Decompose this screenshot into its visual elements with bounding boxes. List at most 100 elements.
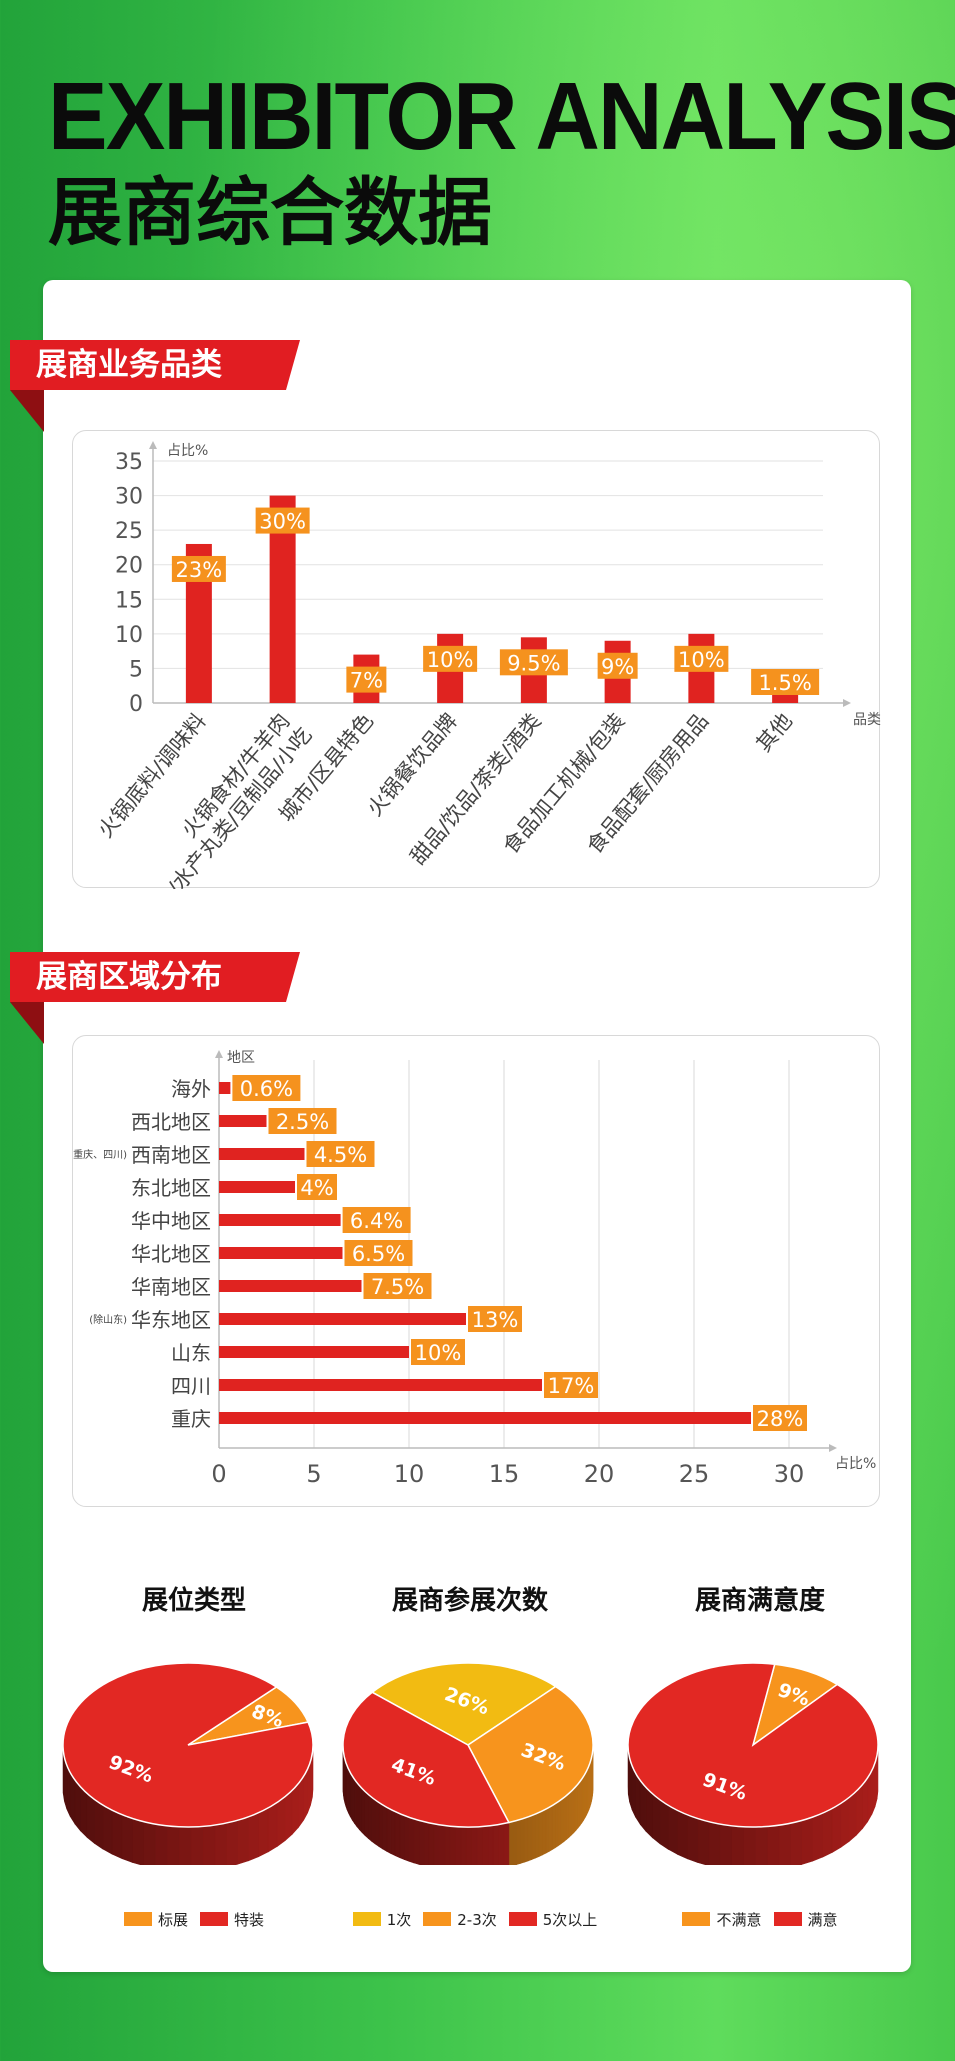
x-tick-label: 10	[394, 1460, 425, 1488]
pie-side	[386, 1806, 392, 1855]
data-label-box	[597, 652, 638, 679]
pie-side	[508, 1821, 514, 1865]
pie-side	[831, 1802, 842, 1853]
pie-side	[545, 1806, 550, 1854]
pie-side	[498, 1823, 505, 1865]
data-label-box	[751, 669, 820, 695]
bar	[219, 1280, 362, 1292]
pie-side	[354, 1778, 358, 1828]
pie-side	[538, 1810, 543, 1857]
pie-side	[258, 1807, 269, 1858]
legend-swatch	[773, 1912, 802, 1926]
data-label-box	[674, 645, 729, 672]
data-label: 7.5%	[371, 1275, 424, 1299]
pie-side	[237, 1816, 249, 1865]
pie-side	[531, 1813, 536, 1860]
pie-slice	[342, 1691, 511, 1828]
x-axis-arrow	[843, 699, 851, 707]
data-label-box	[544, 1372, 598, 1398]
data-label-box	[346, 666, 387, 693]
pie-side	[69, 1771, 76, 1825]
bar	[219, 1082, 231, 1094]
category-note: (除山东)	[89, 1313, 127, 1326]
bar	[772, 692, 799, 703]
legend-label: 特装	[234, 1910, 265, 1929]
y-tick-label: 10	[115, 623, 143, 648]
legend-item: 1次	[352, 1909, 411, 1930]
pie-side	[267, 1801, 278, 1853]
pie-side	[557, 1799, 562, 1847]
y-tick-label: 30	[115, 485, 143, 510]
legend-item: 特装	[200, 1909, 264, 1930]
data-label: 2.5%	[276, 1110, 329, 1134]
data-label: 0.6%	[240, 1077, 293, 1101]
pie-slice	[467, 1685, 594, 1824]
data-label: 4.5%	[314, 1143, 367, 1167]
bar	[219, 1346, 409, 1358]
pie-side	[571, 1787, 575, 1836]
data-label-box	[411, 1339, 465, 1365]
pie-side	[708, 1821, 721, 1865]
pie-side	[351, 1774, 355, 1825]
data-label: 17%	[548, 1374, 595, 1398]
data-label: 4%	[300, 1176, 333, 1200]
y-axis-arrow	[149, 441, 157, 449]
legend-label: 5次以上	[542, 1910, 598, 1929]
pie-side	[444, 1825, 451, 1865]
y-category-label: 华中地区	[131, 1209, 211, 1233]
pie-side	[560, 1796, 565, 1845]
pie-side	[840, 1796, 850, 1848]
pie-side	[86, 1792, 95, 1845]
pie-side	[404, 1815, 410, 1862]
pie-side	[358, 1784, 363, 1834]
pie-side	[74, 1778, 81, 1832]
pie-side	[482, 1825, 489, 1865]
bar	[219, 1214, 341, 1226]
y-category-label: 海外	[171, 1077, 211, 1101]
category-chart-panel: 0 5 10 15 20 25 30 35 占比% 品类 23% 火锅底料/调味料 30% 火锅食材/牛羊…	[72, 430, 881, 889]
x-axis-label: 品类	[853, 712, 881, 728]
bar	[219, 1412, 751, 1424]
pie-side	[862, 1776, 869, 1830]
bar	[219, 1148, 305, 1160]
pie-side	[143, 1821, 156, 1865]
y-category-label: 华南地区	[131, 1275, 211, 1299]
hero-title-en: EXHIBITOR ANALYSIS	[48, 63, 955, 170]
data-label: 13%	[472, 1308, 519, 1332]
pie-side	[566, 1792, 570, 1841]
pie-side	[766, 1824, 780, 1865]
pie-side	[284, 1789, 293, 1842]
data-label-box	[753, 1405, 807, 1431]
pie-side	[276, 1796, 286, 1848]
pie-side	[677, 1809, 688, 1860]
pie-side	[471, 1826, 478, 1865]
pie-side	[408, 1816, 415, 1864]
legend-swatch	[423, 1912, 452, 1926]
pie-slice	[370, 1662, 558, 1746]
pie-side	[548, 1805, 553, 1852]
pie-side	[503, 1822, 510, 1865]
pie-side	[516, 1818, 521, 1865]
pie-side	[121, 1814, 133, 1863]
hero-title-zh: 展商综合数据	[48, 170, 492, 256]
pie-side	[226, 1819, 238, 1865]
pie-side	[524, 1816, 529, 1863]
y-tick-label: 20	[115, 554, 143, 579]
data-label: 10%	[678, 648, 725, 672]
legend-label: 不满意	[716, 1910, 762, 1929]
pie-side	[423, 1821, 430, 1865]
pie-side	[512, 1820, 518, 1865]
y-axis-arrow	[215, 1050, 223, 1058]
x-axis-label: 占比%	[835, 1456, 876, 1472]
pie-side	[460, 1826, 467, 1865]
pie-side	[449, 1825, 456, 1865]
y-axis-label: 占比%	[167, 443, 208, 459]
x-tick-label: 0	[211, 1460, 226, 1488]
pie-side	[428, 1822, 435, 1865]
ribbon-shape	[10, 952, 300, 1044]
pie-side	[298, 1775, 304, 1829]
category-note: (除重庆、四川)	[73, 1148, 127, 1161]
pie-side	[111, 1809, 123, 1860]
pie-side	[568, 1790, 572, 1838]
pie-side	[668, 1804, 678, 1855]
